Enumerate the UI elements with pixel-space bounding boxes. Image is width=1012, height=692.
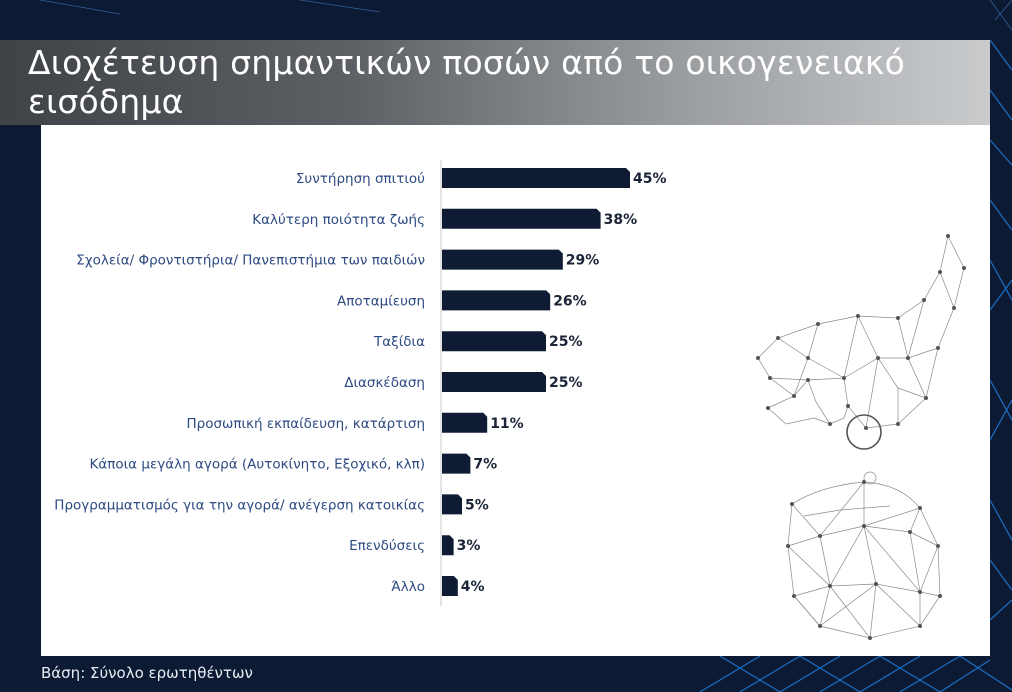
category-label: Σχολεία/ Φροντιστήρια/ Πανεπιστήμια των … xyxy=(76,253,425,269)
value-label: 45% xyxy=(633,171,667,187)
bar xyxy=(442,208,601,229)
coin-icon xyxy=(846,414,882,450)
category-label: Άλλο xyxy=(391,579,425,595)
bar xyxy=(442,372,546,392)
value-label: 38% xyxy=(604,212,638,228)
category-label: Προσωπική εκπαίδευση, κατάρτιση xyxy=(186,416,425,432)
category-label: Διασκέδαση xyxy=(344,375,425,391)
value-label: 25% xyxy=(549,375,583,391)
bar xyxy=(442,249,563,270)
page-title: Διοχέτευση σημαντικών ποσών από το οικογ… xyxy=(28,43,905,121)
value-label: 11% xyxy=(490,416,524,432)
value-label: 7% xyxy=(473,457,497,473)
bar xyxy=(442,412,488,433)
value-label: 29% xyxy=(566,253,600,269)
category-label: Συντήρηση σπιτιού xyxy=(296,171,425,187)
bar xyxy=(442,494,462,515)
value-label: 26% xyxy=(553,293,587,309)
category-label: Ταξίδια xyxy=(373,334,425,350)
value-label: 3% xyxy=(457,538,481,554)
category-label: Καλύτερη ποιότητα ζωής xyxy=(252,212,425,228)
category-label: Κάποια μεγάλη αγορά (Αυτοκίνητο, Εξοχικό… xyxy=(89,457,425,473)
bar xyxy=(442,576,458,596)
polygon-wireframe-purse-icon xyxy=(786,471,942,640)
value-label: 25% xyxy=(549,334,583,350)
category-label: Επενδύσεις xyxy=(349,538,425,554)
value-label: 4% xyxy=(461,579,485,595)
polygon-wireframe-hand-icon xyxy=(756,234,966,450)
value-label: 5% xyxy=(465,497,489,513)
bar xyxy=(442,453,471,474)
bar xyxy=(442,535,454,556)
bar xyxy=(442,168,630,188)
bar xyxy=(442,331,546,352)
bar xyxy=(442,290,551,311)
footer-base-note: Βάση: Σύνολο ερωτηθέντων xyxy=(41,664,253,682)
category-label: Αποταμίευση xyxy=(337,293,425,309)
title-band: Διοχέτευση σημαντικών ποσών από το οικογ… xyxy=(0,40,990,125)
category-label: Προγραμματισμός για την αγορά/ ανέγερση … xyxy=(54,497,425,513)
